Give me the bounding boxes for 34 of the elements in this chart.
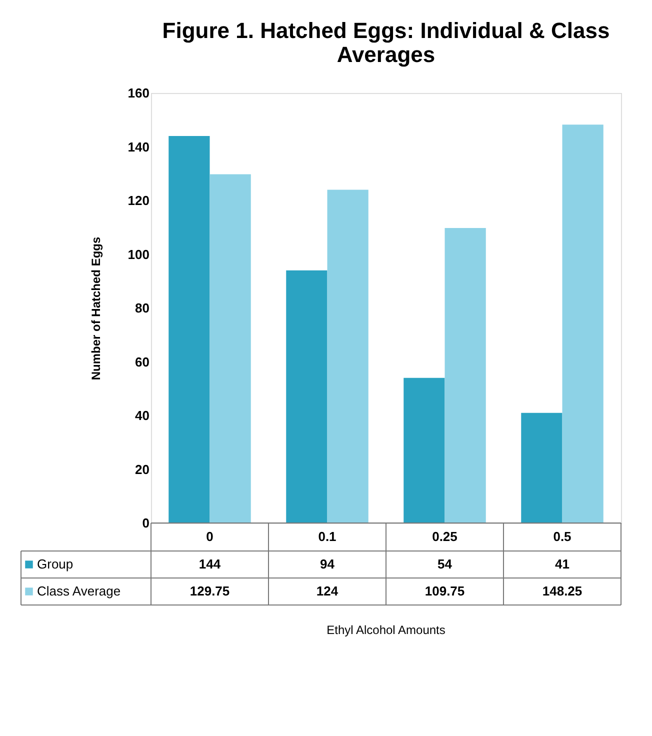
y-tick-label: 160 [128, 86, 150, 100]
bar [327, 190, 368, 523]
bar [168, 136, 210, 523]
y-tick-label: 120 [128, 193, 150, 208]
text: Ethyl Alcohol Amounts [326, 623, 446, 637]
bar [404, 378, 445, 523]
data-label: 41 [555, 556, 570, 572]
y-tick-label: 40 [135, 408, 150, 423]
data-label: 144 [198, 556, 222, 572]
x-tick-label: 0.1 [318, 529, 336, 544]
legend-label: Group [37, 556, 74, 572]
y-tick-label: 80 [135, 300, 150, 316]
data-label: 124 [316, 584, 339, 598]
x-tick-label: 0 [206, 529, 214, 544]
y-axis-title: Number of Hatched Eggs [88, 236, 103, 380]
data-label: 54 [438, 556, 453, 572]
data-label: 148.25 [542, 584, 582, 598]
bar [521, 412, 562, 523]
y-tick-label: 100 [128, 246, 150, 262]
x-tick-label: 0.25 [432, 529, 458, 544]
data-label: 109.75 [424, 584, 465, 598]
data-label: 94 [320, 556, 336, 572]
y-tick-label: 0 [142, 516, 150, 530]
y-tick-label: 140 [128, 139, 150, 154]
legend-label: Class Average [37, 584, 121, 598]
bar [444, 228, 486, 523]
bar [210, 174, 251, 523]
bar [562, 124, 604, 523]
data-label: 129.75 [190, 584, 230, 598]
chart-title: Figure 1. Hatched Eggs: Individual & Class Averages [162, 18, 610, 67]
x-tick-label: 0.5 [553, 529, 572, 544]
y-tick-label: 60 [135, 354, 150, 370]
y-tick-label: 20 [135, 462, 150, 477]
bar [286, 270, 328, 523]
